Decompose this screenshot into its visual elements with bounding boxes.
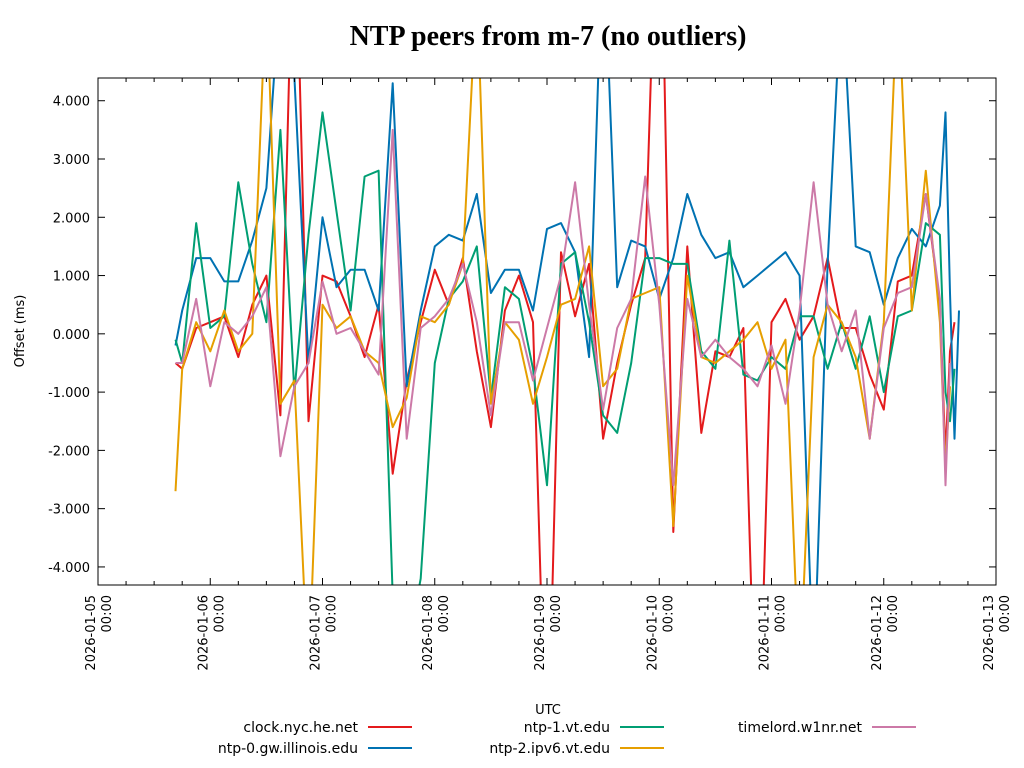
x-tick-date: 2026-01-13 [982, 595, 997, 671]
x-tick-time: 00:00 [325, 595, 340, 632]
x-tick-time: 00:00 [212, 595, 227, 632]
series-line-timelord-w1nr-net [175, 128, 951, 487]
legend-item: clock.nyc.he.net [243, 720, 412, 736]
x-tick-label: 2026-01-13 00:00 [982, 595, 1013, 671]
y-tick-label: 3.000 [53, 153, 90, 168]
legend-label: ntp-0.gw.illinois.edu [218, 741, 358, 757]
x-tick-time: 00:00 [661, 595, 676, 632]
x-tick-date: 2026-01-10 [645, 595, 660, 671]
x-tick-date: 2026-01-06 [196, 595, 211, 671]
y-tick-label: -3.000 [48, 503, 90, 518]
y-tick-label: 1.000 [53, 270, 90, 285]
x-tick-date: 2026-01-12 [870, 595, 885, 671]
x-tick-date: 2026-01-08 [421, 595, 436, 671]
chart-title: NTP peers from m-7 (no outliers) [350, 21, 747, 52]
series-line-clock-nyc-he-net [174, 78, 956, 585]
legend-item: timelord.w1nr.net [738, 720, 916, 736]
x-tick-time: 00:00 [437, 595, 452, 632]
x-axis-label: UTC [535, 703, 561, 718]
legend-label: ntp-2.ipv6.vt.edu [489, 741, 610, 757]
legend-item: ntp-2.ipv6.vt.edu [489, 741, 664, 757]
legend-item: ntp-1.vt.edu [524, 720, 664, 736]
y-tick-label: -1.000 [48, 386, 90, 401]
legend-label: timelord.w1nr.net [738, 720, 863, 736]
x-tick-label: 2026-01-10 00:00 [645, 595, 676, 671]
y-tick-label: -2.000 [48, 444, 90, 459]
x-tick-time: 00:00 [774, 595, 789, 632]
x-tick-label: 2026-01-08 00:00 [421, 595, 452, 671]
x-tick-date: 2026-01-11 [758, 595, 773, 671]
x-tick-date: 2026-01-05 [84, 595, 99, 671]
x-tick-time: 00:00 [549, 595, 564, 632]
series-layer [174, 78, 960, 585]
y-axis-label: Offset (ms) [13, 295, 28, 368]
x-tick-label: 2026-01-06 00:00 [196, 595, 227, 671]
legend-label: ntp-1.vt.edu [524, 720, 610, 736]
x-tick-label: 2026-01-07 00:00 [309, 595, 340, 671]
y-tick-label: 4.000 [53, 95, 90, 110]
x-tick-time: 00:00 [886, 595, 901, 632]
x-tick-label: 2026-01-12 00:00 [870, 595, 901, 671]
y-tick-label: -4.000 [48, 561, 90, 576]
x-tick-date: 2026-01-07 [309, 595, 324, 671]
x-tick-label: 2026-01-11 00:00 [758, 595, 789, 671]
y-axis: 4.000 3.000 2.000 1.000 0.000 -1.000 -2.000 -3.… [48, 95, 996, 576]
x-tick-date: 2026-01-09 [533, 595, 548, 671]
x-tick-label: 2026-01-09 00:00 [533, 595, 564, 671]
series-line-ntp-0-gw-illinois-edu [174, 78, 960, 585]
x-axis: 2026-01-05 00:00 2026-01-06 00:00 2026-01-07… [84, 78, 1013, 671]
x-tick-time: 00:00 [998, 595, 1013, 632]
legend: clock.nyc.he.net ntp-0.gw.illinois.edu ntp… [218, 720, 916, 757]
y-tick-label: 0.000 [53, 328, 90, 343]
x-tick-label: 2026-01-05 00:00 [84, 595, 115, 671]
legend-item: ntp-0.gw.illinois.edu [218, 741, 412, 757]
series-line-ntp-2-ipv6-vt-edu [174, 78, 951, 585]
x-tick-time: 00:00 [100, 595, 115, 632]
y-tick-label: 2.000 [53, 211, 90, 226]
legend-label: clock.nyc.he.net [243, 720, 358, 736]
